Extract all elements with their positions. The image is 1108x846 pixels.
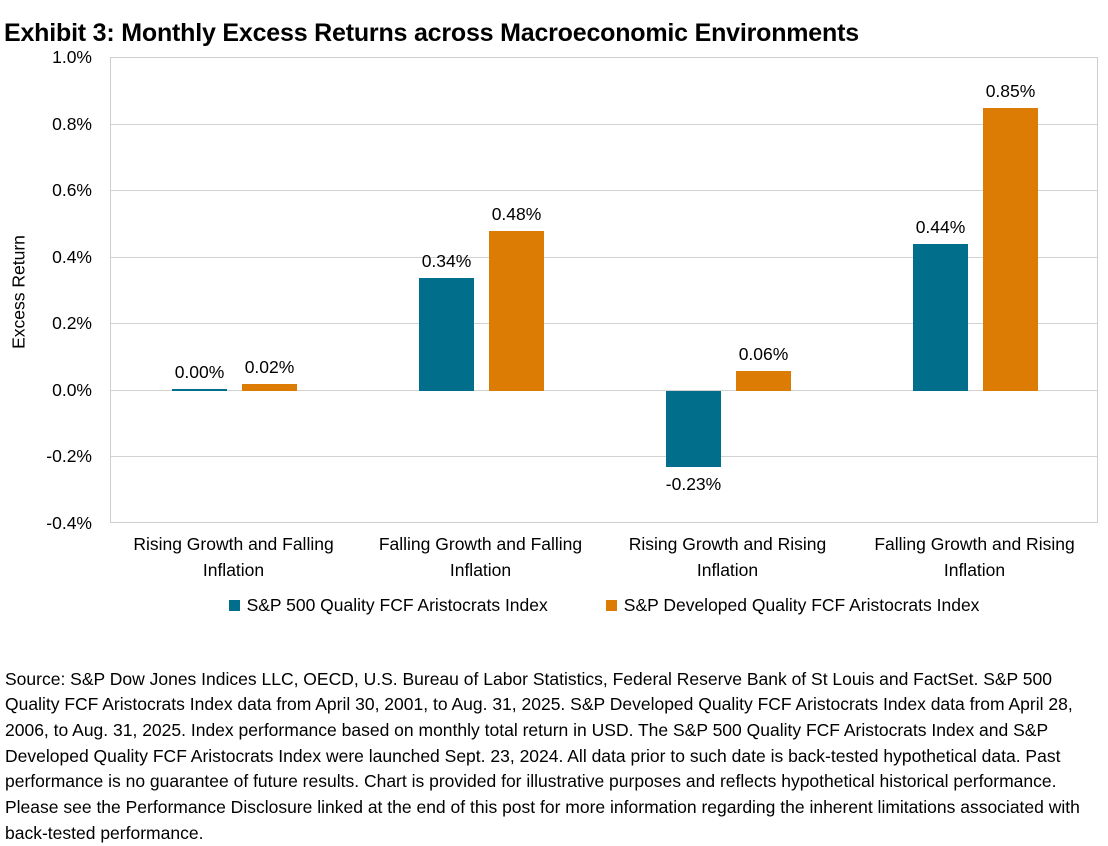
bar-developed-cat1 [242, 384, 297, 391]
bar-developed-cat2 [489, 231, 544, 391]
bar-sp500-cat3 [666, 391, 721, 468]
legend-item-developed: S&P Developed Quality FCF Aristocrats In… [606, 595, 980, 616]
bar-value-label: 0.48% [469, 204, 565, 225]
bar-chart: Excess Return 1.0%0.8%0.6%0.4%0.2%0.0%-0… [0, 0, 1108, 650]
gridline [111, 124, 1097, 125]
chart-legend: S&P 500 Quality FCF Aristocrats Index S&P… [110, 595, 1098, 616]
legend-item-sp500: S&P 500 Quality FCF Aristocrats Index [229, 595, 548, 616]
legend-swatch-icon [606, 600, 617, 611]
bar-developed-cat3 [736, 371, 791, 391]
y-tick-label: 0.8% [0, 113, 92, 135]
bar-sp500-cat2 [419, 278, 474, 391]
plot-area: 0.00%0.34%-0.23%0.44%0.02%0.48%0.06%0.85… [110, 57, 1098, 523]
bar-value-label: -0.23% [646, 474, 742, 495]
bar-value-label: 0.85% [963, 81, 1059, 102]
gridline [111, 190, 1097, 191]
source-footnote: Source: S&P Dow Jones Indices LLC, OECD,… [5, 667, 1105, 846]
bar-value-label: 0.34% [399, 251, 495, 272]
bar-value-label: 0.06% [716, 344, 812, 365]
legend-label: S&P 500 Quality FCF Aristocrats Index [247, 595, 548, 616]
bar-value-label: 0.44% [893, 217, 989, 238]
x-category-label: Falling Growth and Rising Inflation [851, 531, 1098, 583]
y-tick-label: -0.4% [0, 512, 92, 534]
y-tick-label: 0.2% [0, 312, 92, 334]
gridline [111, 456, 1097, 457]
y-tick-label: 0.4% [0, 246, 92, 268]
chart-page: { "title": "Exhibit 3: Monthly Excess Re… [0, 0, 1108, 815]
legend-label: S&P Developed Quality FCF Aristocrats In… [624, 595, 980, 616]
legend-swatch-icon [229, 600, 240, 611]
bar-value-label: 0.02% [222, 357, 318, 378]
y-tick-label: -0.2% [0, 445, 92, 467]
x-category-label: Falling Growth and Falling Inflation [357, 531, 604, 583]
x-category-label: Rising Growth and Falling Inflation [110, 531, 357, 583]
y-tick-label: 0.6% [0, 179, 92, 201]
bar-sp500-cat4 [913, 244, 968, 390]
y-tick-label: 1.0% [0, 46, 92, 68]
x-category-label: Rising Growth and Rising Inflation [604, 531, 851, 583]
y-tick-label: 0.0% [0, 379, 92, 401]
bar-developed-cat4 [983, 108, 1038, 391]
bar-sp500-cat1 [172, 389, 227, 392]
